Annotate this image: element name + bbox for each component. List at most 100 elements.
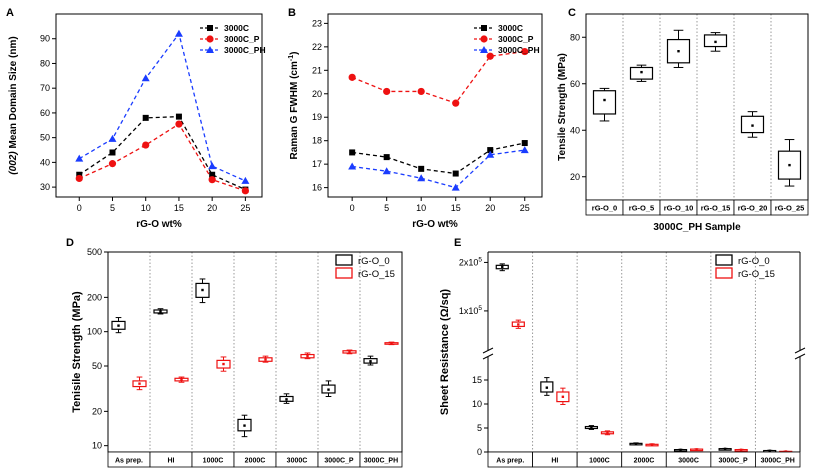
category-label: 3000C_P xyxy=(719,458,749,465)
y-tick-label: 40 xyxy=(40,157,50,167)
series-line xyxy=(78,32,246,182)
x-tick-label: 25 xyxy=(520,203,530,213)
mean-marker xyxy=(327,388,330,391)
y-tick-label: 50 xyxy=(40,133,50,143)
mean-marker xyxy=(677,50,680,53)
data-point xyxy=(109,149,116,156)
data-point xyxy=(417,87,425,96)
data-point xyxy=(452,99,460,107)
y-tick-label: 0 xyxy=(477,447,482,457)
data-point xyxy=(383,154,390,161)
y-tick-label: 17 xyxy=(312,159,322,169)
panel-label: C xyxy=(568,7,576,19)
category-label: rG-O_5 xyxy=(629,204,654,213)
mean-marker xyxy=(138,382,141,385)
data-point xyxy=(486,52,494,60)
y-axis-label: Tenisile Strength (MPa) xyxy=(71,291,83,413)
y-tick-label: 90 xyxy=(40,34,50,44)
y-tick-label: 20 xyxy=(570,172,580,182)
data-point xyxy=(175,120,183,128)
x-tick-label: 10 xyxy=(416,203,426,213)
y-tick-label: 20 xyxy=(92,406,102,416)
y-tick-label: 5 xyxy=(477,423,482,433)
mean-marker xyxy=(390,342,393,345)
panel-d: D 10 20 50 100 200 500 As prep. HI 1000C 2000C 3000… xyxy=(66,237,403,468)
panel-b: B 0 5 10 15 20 25 16 17 18 19 20 21 22 23 rG-O wt% Raman… xyxy=(288,7,543,230)
series-line xyxy=(351,50,525,104)
y-tick-label: 70 xyxy=(40,83,50,93)
mean-marker xyxy=(606,431,609,434)
panel-c: C 20 40 60 80 rG-O_0 rG-O_5 rG-O_10 rG-O_15 rG-O_… xyxy=(557,7,809,233)
category-label: HI xyxy=(551,458,558,465)
y-tick-label: 15 xyxy=(472,375,482,385)
data-point xyxy=(174,29,183,37)
mean-marker xyxy=(117,324,120,327)
axis-break-mark xyxy=(794,347,806,354)
mean-marker xyxy=(788,163,791,167)
panel-label: E xyxy=(454,237,461,249)
axis-break-mark xyxy=(482,347,494,354)
data-point xyxy=(348,162,357,170)
panel-label: B xyxy=(288,7,296,19)
data-point xyxy=(418,165,425,172)
x-tick-label: 20 xyxy=(485,203,495,213)
x-axis-label: rG-O wt% xyxy=(412,219,458,230)
category-label: 2000C xyxy=(634,458,655,465)
mean-marker xyxy=(306,354,309,358)
y-tick-label: 80 xyxy=(570,32,580,42)
panel-a: A 0 5 10 15 20 25 30 40 50 60 70 80 90 rG-O wt% (002) M… xyxy=(6,7,266,230)
mean-marker xyxy=(590,426,593,429)
y-tick-label: 23 xyxy=(312,18,322,28)
legend-label: 3000C_P xyxy=(224,34,260,44)
category-label: 1000C xyxy=(203,458,224,465)
plot-frame xyxy=(55,13,263,198)
legend-marker xyxy=(207,25,213,31)
data-point xyxy=(108,160,117,168)
mean-marker xyxy=(714,40,717,44)
mean-marker xyxy=(695,448,698,451)
mean-marker xyxy=(679,448,682,452)
x-axis-label: 3000C_PH Sample xyxy=(653,222,741,233)
x-tick-label: 10 xyxy=(141,203,151,213)
y-tick-label: 18 xyxy=(312,136,322,146)
y-tick-label: 22 xyxy=(312,42,322,52)
data-point xyxy=(521,140,528,147)
legend-label: 3000C xyxy=(224,23,249,33)
legend-label: 3000C_PH xyxy=(224,45,266,55)
mean-marker xyxy=(369,360,372,363)
y-tick-label: 60 xyxy=(570,79,580,89)
x-tick-label: 15 xyxy=(451,203,461,213)
category-label-box xyxy=(755,451,801,468)
category-label: rG-O_10 xyxy=(664,204,694,213)
box xyxy=(592,90,617,115)
category-label: rG-O_25 xyxy=(775,204,805,213)
data-point xyxy=(241,187,249,195)
y-tick-label: 200 xyxy=(87,292,102,302)
legend-marker xyxy=(480,46,488,53)
mean-marker xyxy=(501,265,504,268)
axis-break-mark xyxy=(794,353,806,360)
legend-marker xyxy=(206,46,214,53)
data-point xyxy=(487,147,494,154)
data-point xyxy=(141,74,150,82)
x-tick-label: 25 xyxy=(240,203,250,213)
legend-label: rG-O_15 xyxy=(738,269,775,280)
y-tick-label: 16 xyxy=(312,183,322,193)
category-label: rG-O_15 xyxy=(701,204,731,213)
data-point xyxy=(521,47,529,56)
y-tick-label: 10 xyxy=(92,441,102,451)
y-tick-label: 21 xyxy=(312,65,322,75)
y-tick-label: 1x105 xyxy=(459,305,483,316)
y-axis-label: Tensile Strength (MPa) xyxy=(557,53,568,161)
series-line xyxy=(78,115,246,191)
data-point xyxy=(349,149,356,156)
y-tick-label: 20 xyxy=(312,89,322,99)
mean-marker xyxy=(348,351,351,354)
series-line xyxy=(78,123,246,192)
x-tick-label: 5 xyxy=(384,203,389,213)
legend-label: 3000C_P xyxy=(498,34,534,44)
data-point xyxy=(75,154,84,162)
data-point xyxy=(76,171,83,178)
category-label: As prep. xyxy=(115,458,143,465)
legend-swatch xyxy=(335,254,353,266)
